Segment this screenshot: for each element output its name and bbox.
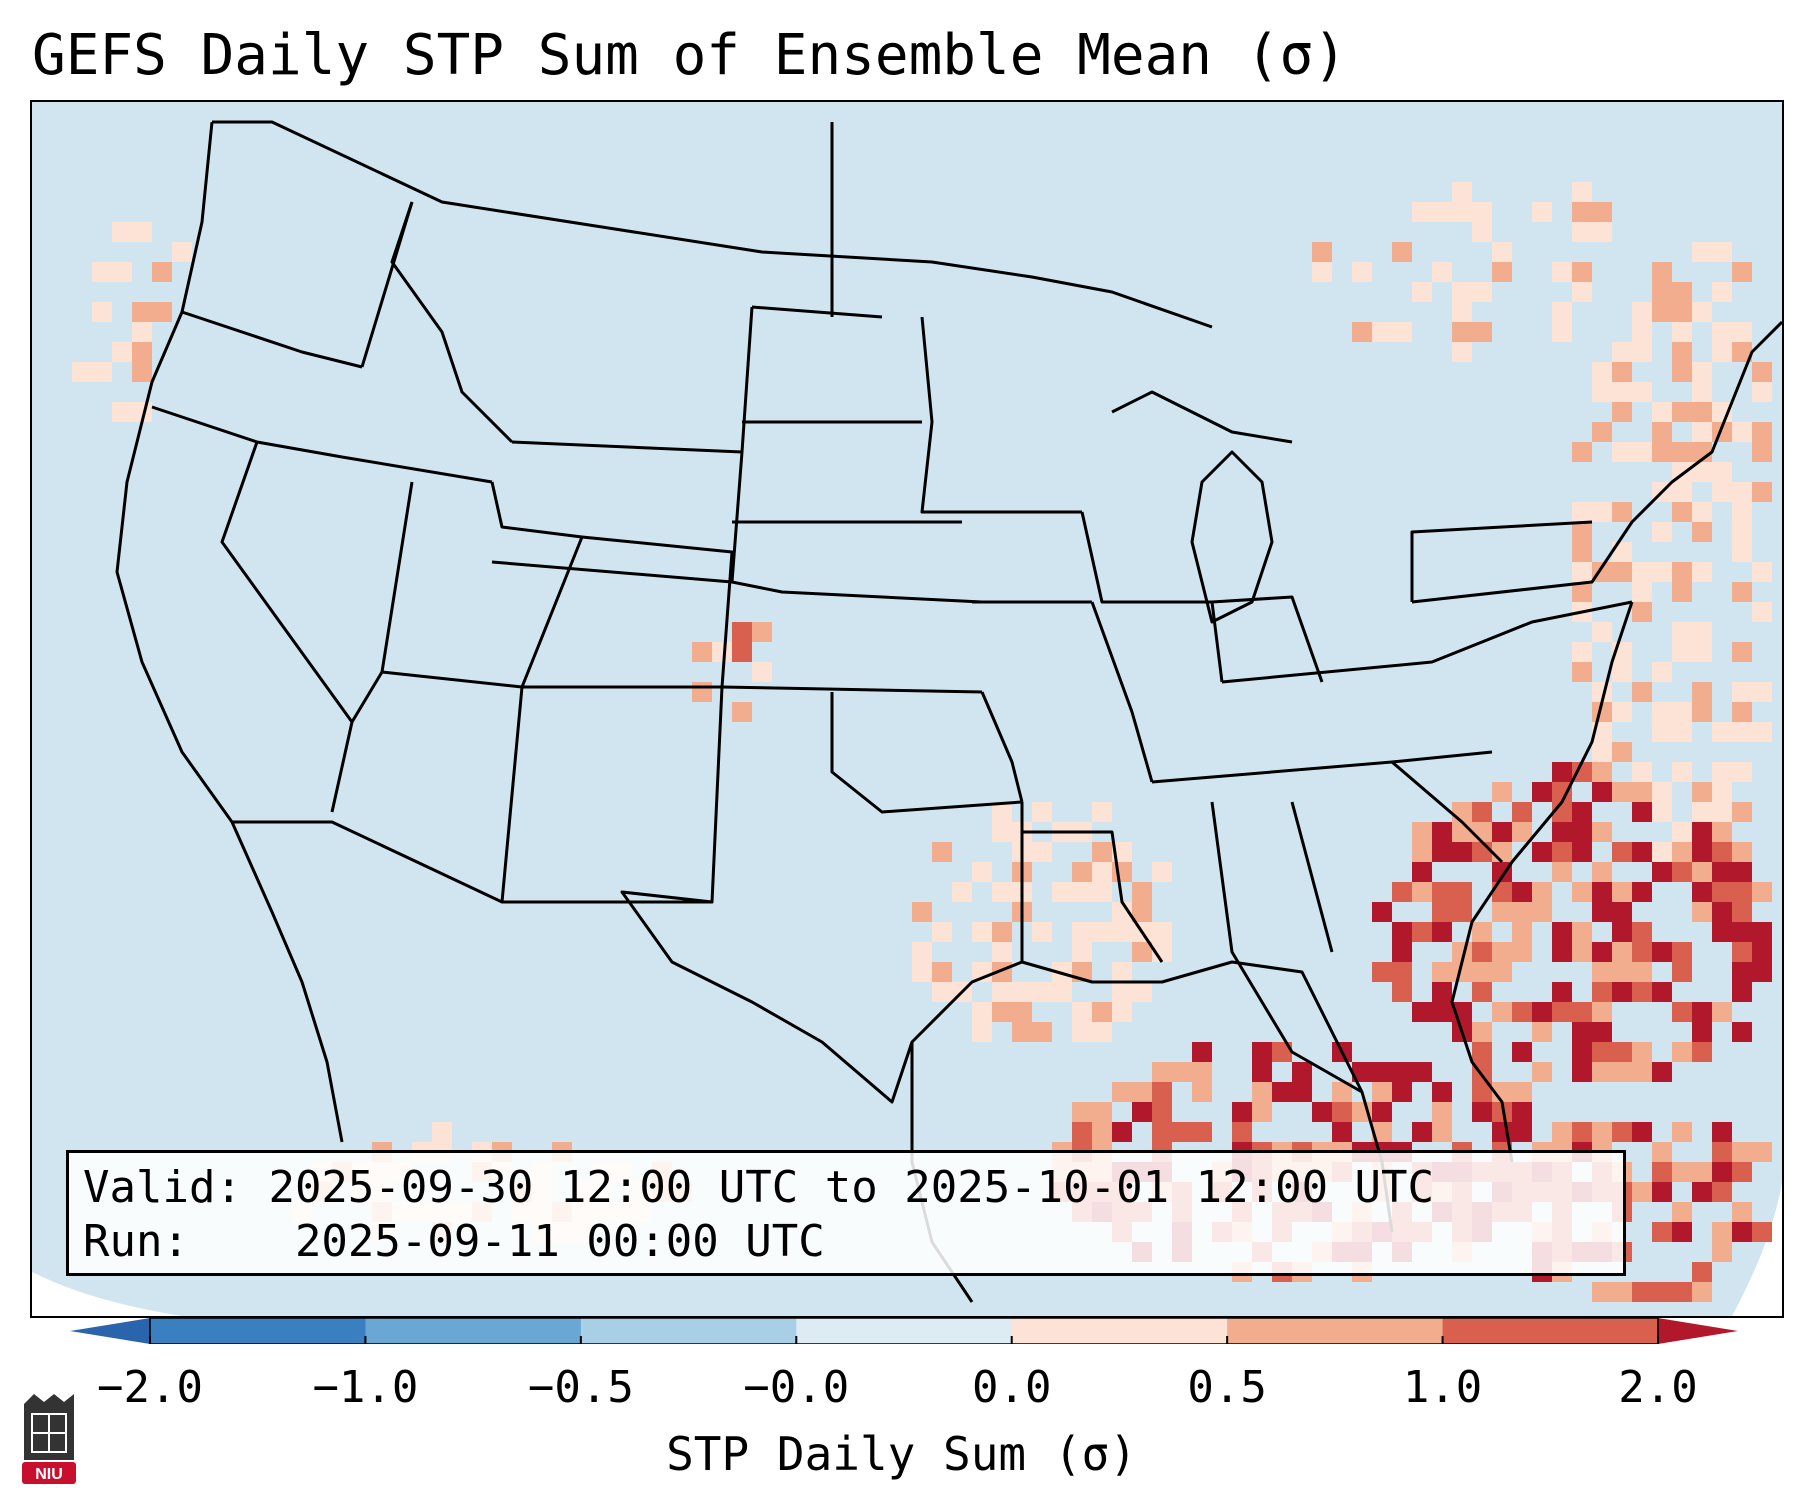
colorbar-bin-5	[1227, 1318, 1444, 1344]
colorbar-tick-label: −1.0	[312, 1362, 419, 1413]
run-label: Run:	[83, 1216, 189, 1267]
colorbar-bin-6	[1442, 1318, 1659, 1344]
colorbar-over-triangle	[1658, 1318, 1738, 1344]
colorbar-label: STP Daily Sum (σ)	[666, 1427, 1137, 1481]
map-panel[interactable]	[30, 100, 1784, 1318]
colorbar-tick-label: −2.0	[97, 1362, 203, 1413]
colorbar-under-triangle	[70, 1318, 150, 1344]
valid-run-info-box: Valid: 2025-09-30 12:00 UTC to 2025-10-0…	[66, 1150, 1626, 1276]
colorbar-tick-label: 2.0	[1618, 1362, 1698, 1413]
colorbar-tick-label: −0.5	[527, 1362, 634, 1413]
colorbar-tick-label: 1.0	[1402, 1362, 1483, 1413]
chart-title: GEFS Daily STP Sum of Ensemble Mean (σ)	[32, 23, 1347, 88]
valid-row: Valid: 2025-09-30 12:00 UTC to 2025-10-0…	[83, 1161, 1609, 1215]
colorbar-tick-label: 0.0	[971, 1362, 1052, 1413]
valid-label: Valid:	[83, 1162, 242, 1213]
colorbar-tick-label: −0.0	[743, 1362, 850, 1413]
colorbar-bin-3	[796, 1318, 1013, 1344]
colorbar-bin-0	[150, 1318, 366, 1344]
valid-value: 2025-09-30 12:00 UTC to 2025-10-01 12:00…	[268, 1162, 1435, 1213]
run-value: 2025-09-11 00:00 UTC	[294, 1216, 825, 1267]
colorbar-bin-4	[1011, 1318, 1228, 1344]
svg-text:NIU: NIU	[35, 1466, 63, 1483]
colorbar-bin-1	[365, 1318, 582, 1344]
colorbar-bin-2	[580, 1318, 797, 1344]
map-domain	[32, 102, 1782, 1316]
colorbar	[70, 1318, 1738, 1344]
colorbar-tick-label: 0.5	[1187, 1362, 1267, 1413]
niu-logo: NIU	[22, 1394, 76, 1484]
map-svg	[32, 102, 1782, 1316]
run-row: Run: 2025-09-11 00:00 UTC	[83, 1215, 1609, 1269]
